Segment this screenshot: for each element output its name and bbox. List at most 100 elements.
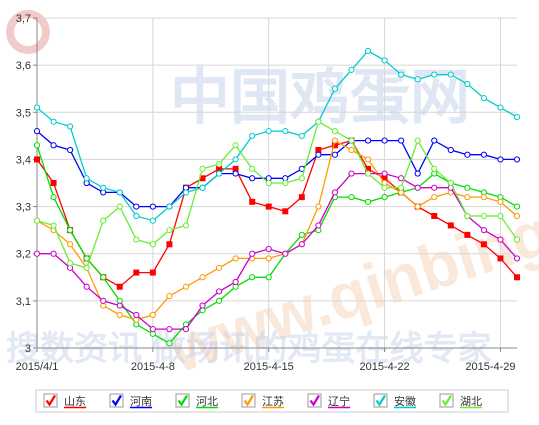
series-6 — [33, 118, 521, 271]
data-point — [215, 170, 223, 177]
data-point — [381, 175, 388, 182]
data-point — [67, 241, 74, 248]
data-point — [348, 137, 355, 144]
data-point — [249, 274, 256, 281]
data-point — [166, 227, 173, 234]
data-point — [315, 151, 322, 158]
data-point — [298, 132, 305, 139]
data-point — [497, 156, 504, 163]
data-point — [166, 241, 173, 248]
data-point — [447, 146, 454, 154]
data-point — [315, 118, 322, 125]
data-point — [34, 156, 40, 163]
legend-item: 湖北 — [439, 393, 482, 409]
data-point — [364, 47, 372, 55]
data-point — [364, 137, 372, 144]
x-tick-label: 2015-4-29 — [465, 361, 515, 373]
data-point — [381, 170, 388, 177]
data-point — [67, 146, 74, 154]
data-point — [364, 198, 372, 205]
data-point — [133, 269, 140, 276]
data-point — [365, 165, 372, 172]
data-point — [83, 264, 90, 271]
y-tick-label: 3,7 — [16, 13, 31, 25]
data-point — [265, 179, 272, 187]
data-point — [265, 274, 272, 281]
data-point — [513, 156, 521, 163]
y-tick-label: 3,2 — [16, 249, 31, 261]
y-tick-label: 3,5 — [16, 107, 31, 119]
series-group — [33, 47, 521, 347]
data-point — [232, 165, 239, 172]
data-point — [331, 151, 339, 158]
data-point — [166, 293, 173, 300]
data-point — [298, 175, 305, 182]
data-point — [149, 241, 156, 248]
data-point — [480, 227, 487, 234]
data-point — [480, 241, 487, 248]
data-point — [381, 137, 388, 144]
data-point — [315, 147, 322, 153]
data-point — [50, 118, 57, 125]
data-point — [414, 76, 421, 83]
data-point — [182, 326, 190, 333]
data-point — [116, 302, 123, 309]
data-point — [381, 57, 388, 64]
data-point — [348, 66, 355, 73]
data-point — [33, 142, 41, 149]
data-point — [215, 264, 223, 271]
data-point — [431, 165, 438, 172]
data-point — [199, 165, 206, 172]
data-point — [166, 203, 173, 210]
data-point — [116, 203, 123, 210]
data-point — [331, 142, 338, 149]
data-point — [447, 71, 454, 78]
data-point — [265, 203, 272, 210]
data-point — [216, 165, 223, 172]
data-point — [33, 128, 41, 135]
data-point — [249, 132, 256, 139]
data-point — [480, 194, 487, 201]
legend-item: 河北 — [175, 393, 218, 409]
data-point — [431, 194, 438, 201]
data-point — [149, 326, 156, 333]
data-point — [149, 203, 156, 210]
x-tick-label: 2015-4-15 — [244, 361, 294, 373]
legend-box — [35, 389, 509, 413]
data-point — [364, 156, 372, 163]
data-point — [50, 222, 57, 229]
data-point — [381, 194, 388, 201]
data-point — [199, 274, 206, 281]
data-point — [315, 222, 322, 229]
checkmark-icon — [45, 394, 56, 407]
data-point — [215, 288, 223, 295]
data-point — [464, 212, 471, 220]
data-point — [298, 241, 305, 248]
data-point — [414, 137, 421, 144]
data-point — [497, 236, 504, 243]
legend-label: 山东 — [64, 395, 86, 408]
data-point — [348, 170, 355, 177]
data-point — [50, 180, 57, 186]
data-point — [133, 203, 140, 210]
data-point — [497, 255, 504, 262]
data-point — [414, 170, 421, 177]
data-point — [480, 151, 487, 158]
data-point — [50, 142, 57, 149]
legend-label: 河北 — [196, 395, 218, 408]
data-point — [199, 302, 206, 309]
data-point — [282, 179, 289, 187]
checkmark-icon — [243, 394, 254, 407]
data-point — [133, 212, 140, 220]
data-point — [398, 137, 405, 144]
data-point — [348, 194, 355, 201]
y-tick-label: 3,4 — [16, 154, 31, 166]
data-point — [464, 80, 471, 88]
data-point — [464, 184, 471, 191]
data-point — [431, 213, 438, 219]
data-point — [331, 137, 339, 144]
data-point — [398, 175, 405, 182]
data-point — [282, 250, 289, 257]
